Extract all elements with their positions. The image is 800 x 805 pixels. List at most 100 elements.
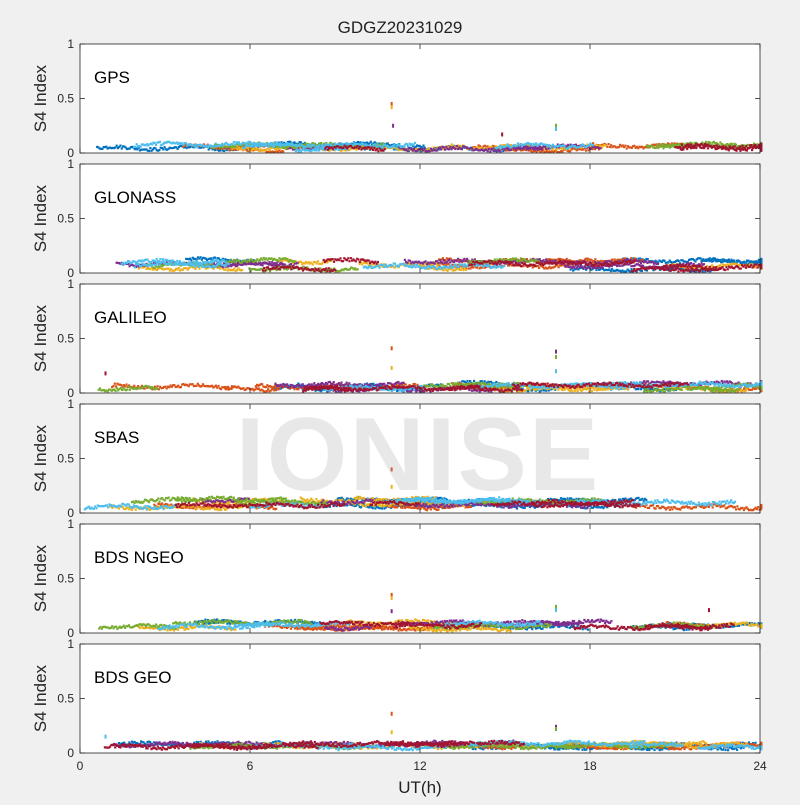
figure-title: GDGZ20231029 [0,18,800,38]
data-point [318,149,320,151]
data-point [739,146,741,148]
data-point [683,146,685,148]
panel-label: GPS [94,68,130,87]
data-point [349,148,351,150]
data-point [592,144,594,146]
data-point [285,147,287,149]
data-point [398,265,400,267]
data-point [563,262,565,264]
data-point [290,268,292,270]
data-point [326,270,328,272]
data-point [439,146,441,148]
data-point [656,145,658,147]
data-point [223,150,225,152]
data-point [262,269,264,271]
data-point [500,150,502,152]
data-point [724,269,726,271]
data-point [161,261,163,263]
data-point [369,265,371,267]
data-point [713,267,715,269]
data-point [213,145,215,147]
data-point [507,261,509,263]
data-point [602,266,604,268]
data-point [157,262,159,264]
data-point [158,260,160,262]
data-point [444,149,446,151]
data-point [233,259,235,261]
spike-point [392,124,394,128]
data-point [624,145,626,147]
data-point [750,146,752,148]
data-point [231,143,233,145]
data-point [119,145,121,147]
data-point [355,260,357,262]
y-axis-label: S4 Index [31,64,50,132]
data-point [260,142,262,144]
data-point [713,145,715,147]
data-point [154,147,156,149]
data-point [520,143,522,145]
data-point [378,267,380,269]
data-point [690,144,692,146]
data-point [357,145,359,147]
data-point [256,144,258,146]
data-point [590,262,592,264]
data-point [413,148,415,150]
data-point [323,259,325,261]
data-point [357,268,359,270]
data-point [286,258,288,260]
data-point [164,146,166,148]
data-point [472,261,474,263]
data-point [745,145,747,147]
data-point [162,148,164,150]
data-point [269,270,271,272]
data-point [744,261,746,263]
data-point [494,265,496,267]
data-point [587,263,589,265]
data-point [605,144,607,146]
data-point [454,148,456,150]
data-point [289,141,291,143]
data-point [492,148,494,150]
axes-background [80,44,760,153]
data-point [238,141,240,143]
data-point [461,148,463,150]
data-point [515,149,517,151]
data-point [545,148,547,150]
data-point [709,142,711,144]
data-point [377,150,379,152]
data-point [359,146,361,148]
data-point [167,260,169,262]
data-point [511,261,513,263]
data-point [296,262,298,264]
data-point [586,267,588,269]
data-point [266,143,268,145]
data-point [552,144,554,146]
data-point [450,264,452,266]
data-point [295,145,297,147]
data-point [519,260,521,262]
data-point [224,261,226,263]
data-point [282,150,284,152]
data-point [671,267,673,269]
data-point [705,141,707,143]
data-point [681,144,683,146]
data-point [707,268,709,270]
data-point [384,148,386,150]
data-point [458,266,460,268]
data-point [359,261,361,263]
data-point [721,148,723,150]
panel-label: GLONASS [94,188,176,207]
data-point [263,267,265,269]
data-point [481,260,483,262]
data-point [257,148,259,150]
data-point [438,262,440,264]
data-point [666,264,668,266]
y-tick-label: 0.5 [57,92,74,106]
data-point [608,143,610,145]
data-point [224,269,226,271]
data-point [583,261,585,263]
data-point [176,260,178,262]
